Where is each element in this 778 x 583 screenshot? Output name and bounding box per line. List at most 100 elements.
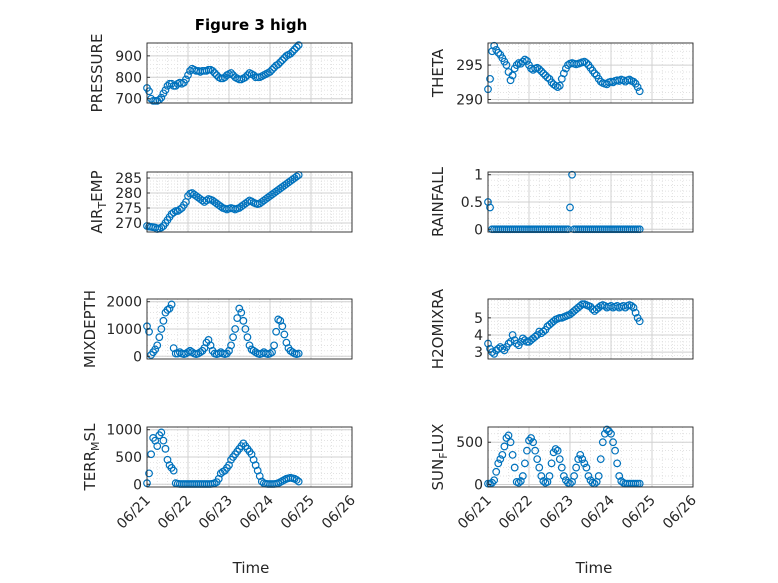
data-point — [151, 345, 160, 354]
series-h2omixra — [484, 300, 644, 358]
data-point — [169, 208, 178, 217]
data-point — [498, 344, 507, 353]
data-point — [153, 341, 162, 350]
data-point — [163, 306, 172, 314]
data-point — [506, 76, 515, 85]
data-point — [627, 301, 636, 310]
data-point — [506, 438, 515, 447]
data-point — [535, 65, 544, 74]
data-point — [625, 75, 634, 84]
data-point — [490, 41, 499, 50]
y-tick-label: 4 — [474, 328, 483, 344]
series-terrmsl — [143, 428, 303, 488]
data-point — [578, 455, 587, 464]
data-point — [294, 41, 303, 50]
data-point — [184, 71, 192, 80]
x-tick-label: 06/23 — [537, 493, 577, 533]
data-point — [278, 56, 287, 65]
y-tick-label: 1 — [474, 168, 483, 184]
data-point — [490, 476, 499, 485]
data-point — [237, 308, 246, 317]
data-point — [294, 349, 303, 358]
data-point — [572, 463, 581, 472]
x-tick-label: 06/21 — [455, 493, 495, 533]
data-point — [514, 478, 523, 487]
data-point — [596, 455, 605, 464]
x-tick-label: 06/22 — [496, 493, 536, 533]
data-point — [512, 61, 521, 69]
data-point — [157, 223, 166, 232]
axes-box — [487, 298, 694, 360]
y-tick-label: 275 — [115, 201, 142, 217]
series-mixdepth — [143, 300, 303, 359]
data-point — [486, 203, 494, 212]
data-point — [278, 322, 287, 331]
data-point — [568, 170, 576, 179]
data-point — [494, 459, 503, 468]
series-pressure — [143, 41, 303, 105]
data-point — [286, 49, 295, 58]
data-point — [527, 434, 535, 442]
y-label-part: TERR — [81, 451, 99, 492]
y-label-subscript: F — [437, 452, 450, 458]
y-tick-label: 0 — [133, 477, 142, 493]
data-point — [566, 203, 574, 212]
y-axis-label: PRESSURE — [88, 34, 106, 113]
data-point — [231, 325, 240, 333]
y-tick-label: 0 — [133, 349, 142, 365]
data-point — [510, 463, 519, 472]
data-point — [518, 57, 527, 66]
y-label-part: LUX — [429, 424, 447, 453]
data-point — [551, 445, 560, 453]
y-tick-label: 700 — [115, 92, 142, 108]
data-point — [502, 61, 511, 69]
data-point — [551, 81, 560, 90]
x-tick-label: 06/25 — [619, 493, 659, 533]
data-point — [635, 317, 644, 326]
x-tick-label: 06/26 — [660, 492, 700, 532]
axes-box — [146, 42, 353, 104]
x-tick-label: 06/25 — [278, 493, 318, 533]
y-label-part: SL — [81, 423, 99, 442]
series-theta — [484, 41, 644, 96]
data-point — [504, 339, 513, 348]
data-point — [161, 86, 170, 95]
y-label-part: SUN — [429, 459, 447, 491]
data-point — [500, 442, 509, 451]
data-point — [208, 66, 217, 75]
data-point — [239, 316, 248, 325]
y-label-part: AIR — [88, 209, 106, 234]
y-tick-label: 290 — [456, 93, 483, 109]
data-point — [157, 325, 166, 333]
data-point — [559, 472, 568, 480]
data-point — [145, 327, 153, 336]
data-point — [574, 455, 583, 464]
x-axis-label-left: Time — [232, 559, 270, 577]
data-point — [288, 47, 297, 56]
data-point — [159, 436, 168, 445]
y-tick-label: 285 — [115, 171, 142, 187]
data-point — [145, 469, 153, 478]
y-tick-label: 270 — [115, 216, 142, 232]
series-airtemp — [143, 171, 303, 233]
data-point — [157, 93, 166, 102]
data-point — [613, 459, 622, 468]
data-point — [292, 476, 301, 484]
data-point — [582, 463, 591, 472]
figure-title: Figure 3 high — [195, 16, 308, 34]
data-point — [516, 477, 525, 485]
panel-rainfall: 0 0.5 1 RAINFALL — [429, 166, 694, 238]
data-point — [292, 43, 301, 52]
data-point — [521, 55, 529, 64]
data-point — [543, 73, 552, 82]
data-point — [147, 450, 156, 459]
data-point — [508, 331, 517, 339]
series-sunflux — [484, 425, 644, 488]
data-point — [607, 429, 615, 438]
data-point — [492, 467, 501, 476]
data-point — [516, 59, 525, 68]
y-axis-label: THETA — [429, 48, 447, 98]
